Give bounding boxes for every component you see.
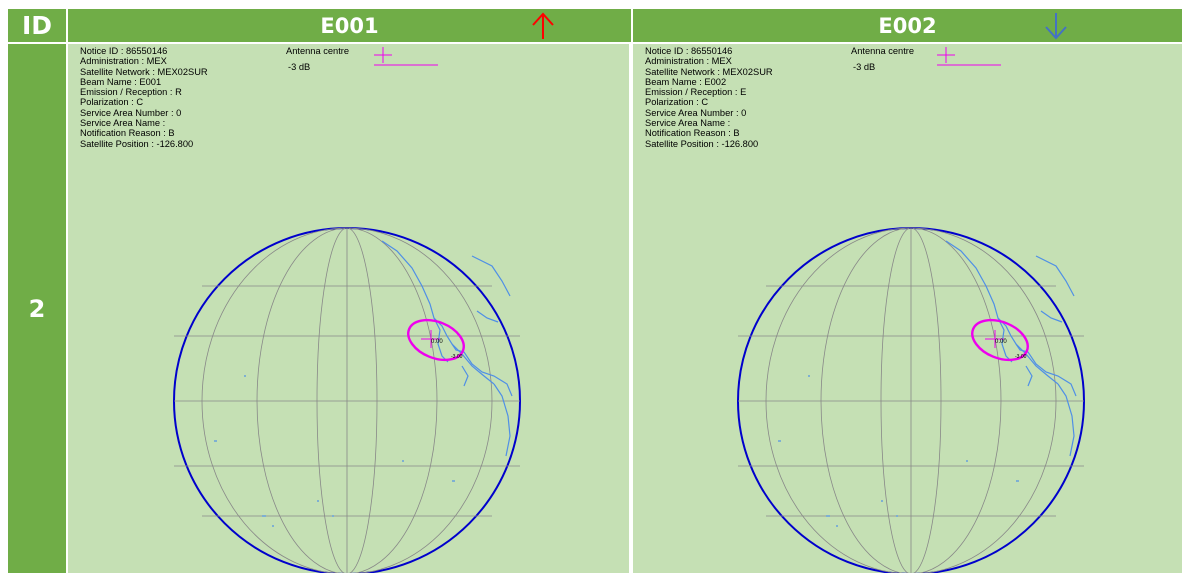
coverage-globe-map: 0.00 -3.00	[737, 227, 1085, 573]
info-satellite-network: Satellite Network : MEX02SUR	[645, 66, 773, 77]
arrow-up-icon	[532, 12, 554, 39]
beam-contour-value: -3.00	[451, 354, 463, 360]
coastlines	[945, 240, 1077, 457]
id-header-label: ID	[22, 11, 53, 40]
beam-contour-value: -3.00	[1015, 354, 1027, 360]
legend-contour-label: -3 dB	[853, 62, 876, 72]
info-satellite-position: Satellite Position : -126.800	[645, 138, 759, 149]
islands	[214, 375, 455, 527]
info-polarization: Polarization : C	[645, 97, 709, 108]
legend-symbols	[937, 47, 1001, 66]
antenna-centre-symbol	[374, 47, 392, 63]
info-notice-id: Notice ID : 86550146	[80, 46, 168, 56]
beam-contour	[971, 318, 1029, 362]
info-notification-reason: Notification Reason : B	[80, 128, 175, 139]
row-id-cell: 2	[8, 44, 66, 573]
beam-e001-header: E001	[68, 9, 631, 42]
beam-panel-e001: Notice ID : 86550146 Administration : ME…	[68, 44, 629, 573]
info-service-area-name: Service Area Name :	[80, 118, 166, 129]
info-polarization: Polarization : C	[80, 97, 144, 108]
arrow-down-icon	[1045, 13, 1067, 40]
graticule	[174, 227, 520, 573]
table-header: ID E001 E002	[8, 9, 1182, 42]
info-satellite-network: Satellite Network : MEX02SUR	[80, 66, 208, 77]
row-id-value: 2	[28, 294, 46, 323]
info-notification-reason: Notification Reason : B	[645, 128, 740, 139]
info-service-area-name: Service Area Name :	[645, 118, 731, 129]
legend-antenna-centre-label: Antenna centre	[286, 46, 350, 56]
info-satellite-position: Satellite Position : -126.800	[80, 138, 194, 149]
legend-symbols	[374, 47, 438, 66]
info-administration: Administration : MEX	[80, 56, 167, 67]
info-emission-reception: Emission / Reception : E	[645, 87, 747, 98]
info-beam-name: Beam Name : E001	[80, 76, 162, 87]
info-notice-id: Notice ID : 86550146	[645, 46, 733, 56]
coverage-globe-map: 0.00 -3.00	[173, 227, 521, 573]
notice-info-block: Notice ID : 86550146 Administration : ME…	[645, 46, 773, 149]
beam-centre-value: 0.00	[995, 339, 1007, 345]
info-service-area-number: Service Area Number : 0	[645, 107, 747, 118]
beam-e002-title: E002	[878, 13, 937, 38]
beam-centre-marker	[985, 330, 1004, 348]
beam-panel-e002: Notice ID : 86550146 Administration : ME…	[633, 44, 1182, 573]
info-service-area-number: Service Area Number : 0	[80, 107, 182, 118]
islands	[778, 375, 1019, 527]
antenna-centre-symbol	[937, 47, 955, 63]
beam-centre-marker	[421, 330, 440, 348]
legend-antenna-centre-label: Antenna centre	[851, 46, 915, 56]
beam-centre-value: 0.00	[431, 339, 443, 345]
graticule	[738, 227, 1084, 573]
id-column-header: ID	[8, 9, 66, 42]
beam-e001-title: E001	[320, 13, 379, 38]
legend-contour-label: -3 dB	[288, 62, 311, 72]
info-emission-reception: Emission / Reception : R	[80, 87, 182, 98]
coastlines	[381, 240, 513, 457]
info-administration: Administration : MEX	[645, 56, 732, 67]
beam-contour	[407, 318, 465, 362]
notice-info-block: Notice ID : 86550146 Administration : ME…	[80, 46, 208, 149]
info-beam-name: Beam Name : E002	[645, 76, 727, 87]
beam-e002-header: E002	[633, 9, 1182, 42]
